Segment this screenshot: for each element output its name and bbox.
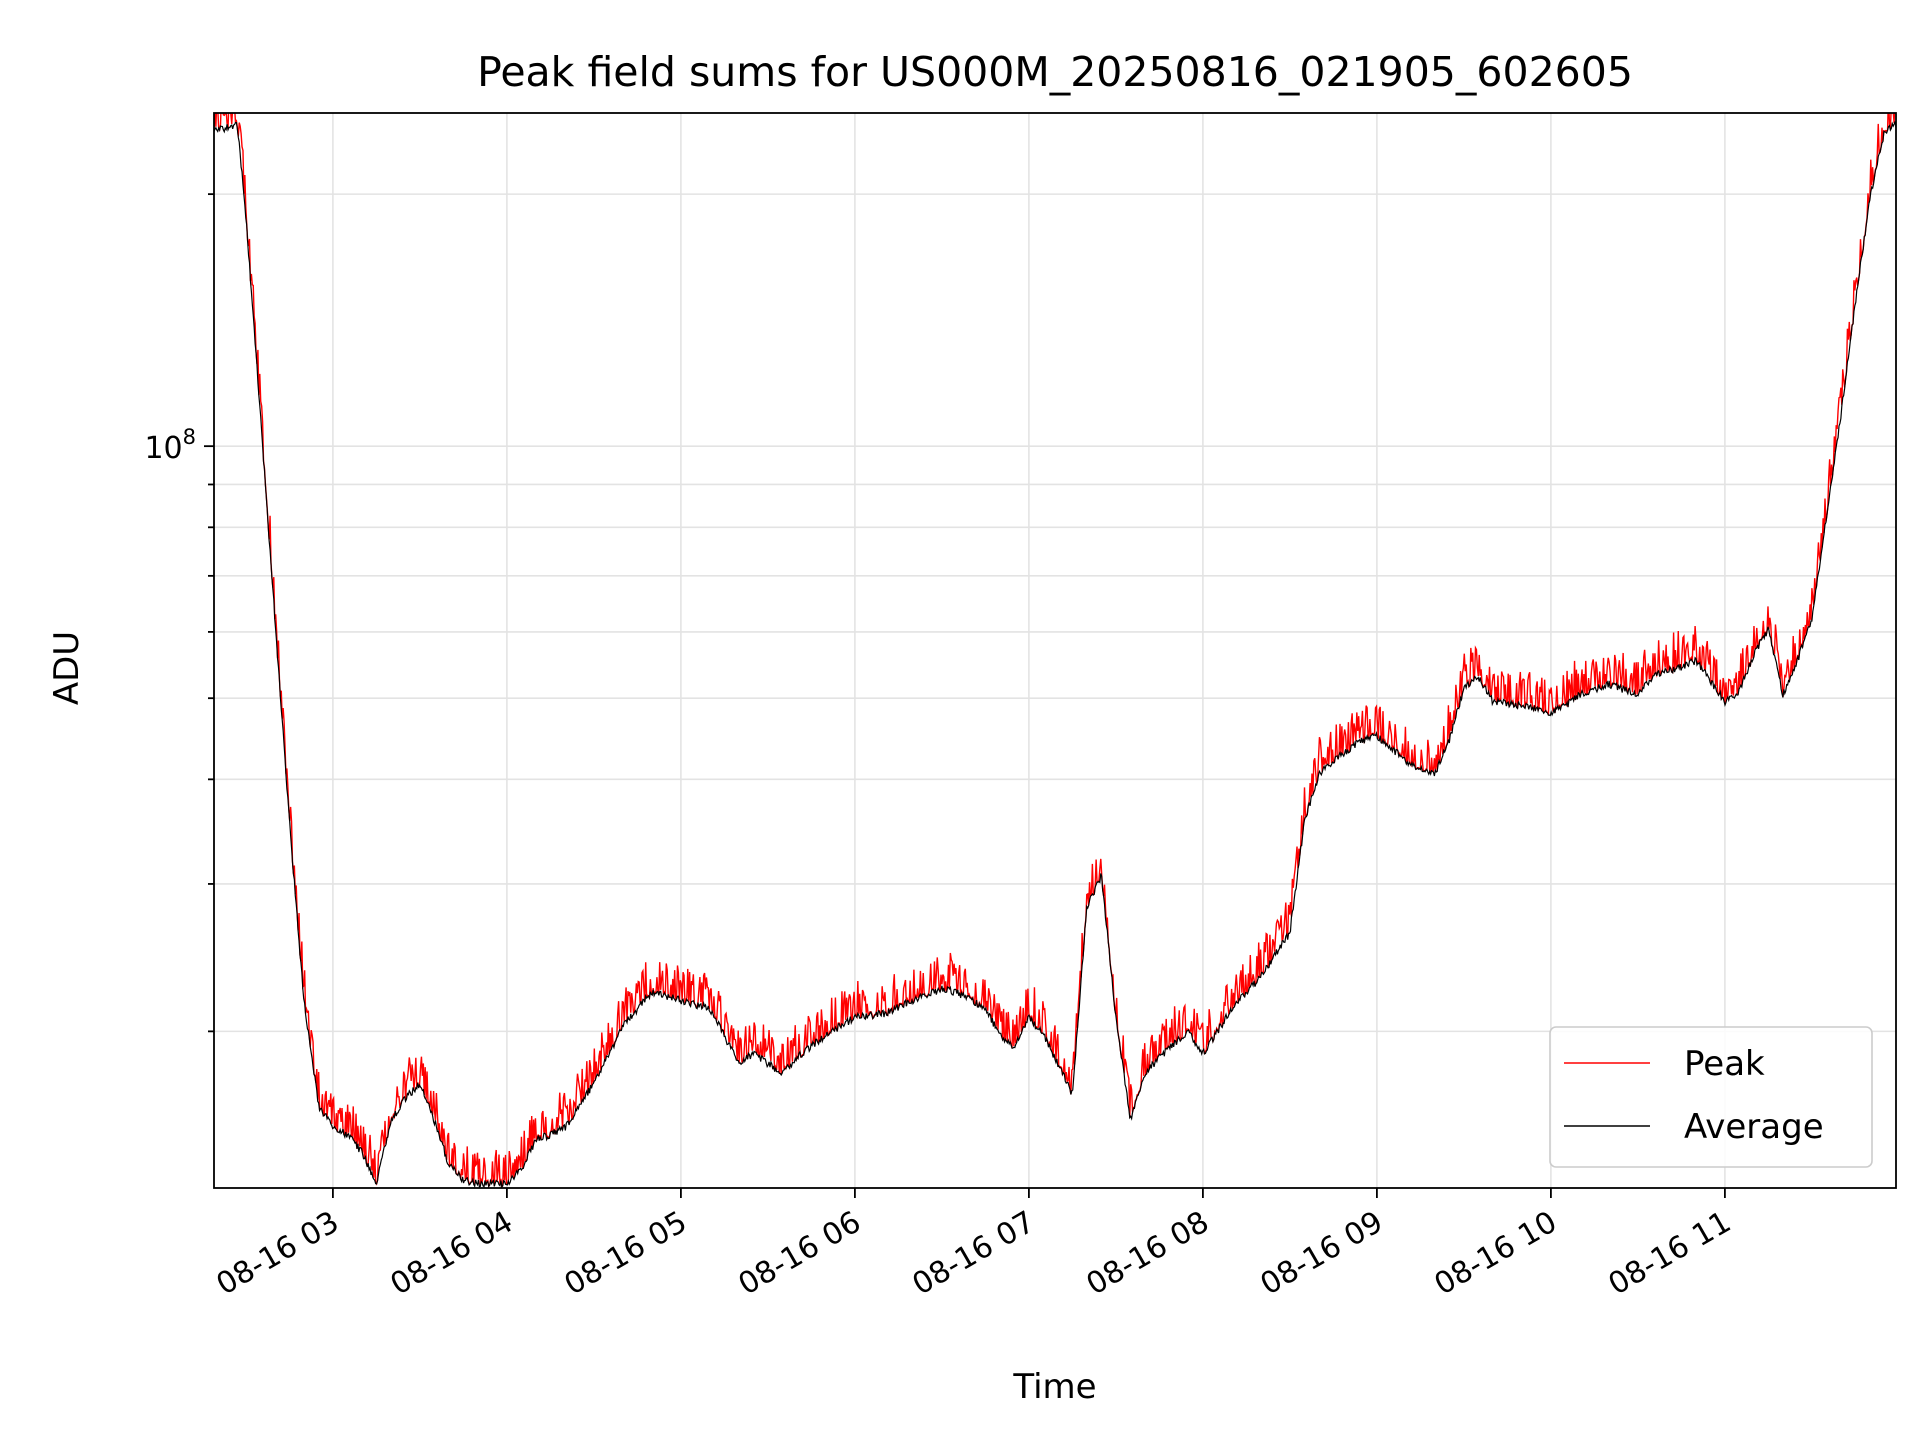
- plot-background: [214, 113, 1896, 1188]
- legend: Peak Average: [1549, 1026, 1873, 1168]
- plot-frame: [213, 112, 1897, 1189]
- legend-peak-label: Peak: [1684, 1044, 1765, 1084]
- y-tick-label: 108: [144, 425, 196, 466]
- grid: [214, 113, 1896, 1188]
- series: [214, 113, 1896, 1188]
- legend-box: [1549, 1026, 1873, 1168]
- chart-title: Peak field sums for US000M_20250816_0219…: [477, 48, 1633, 96]
- y-axis-label: ADU: [47, 631, 87, 705]
- series-average-line: [214, 121, 1896, 1188]
- x-axis-label: Time: [1012, 1367, 1096, 1407]
- legend-average-label: Average: [1684, 1107, 1824, 1147]
